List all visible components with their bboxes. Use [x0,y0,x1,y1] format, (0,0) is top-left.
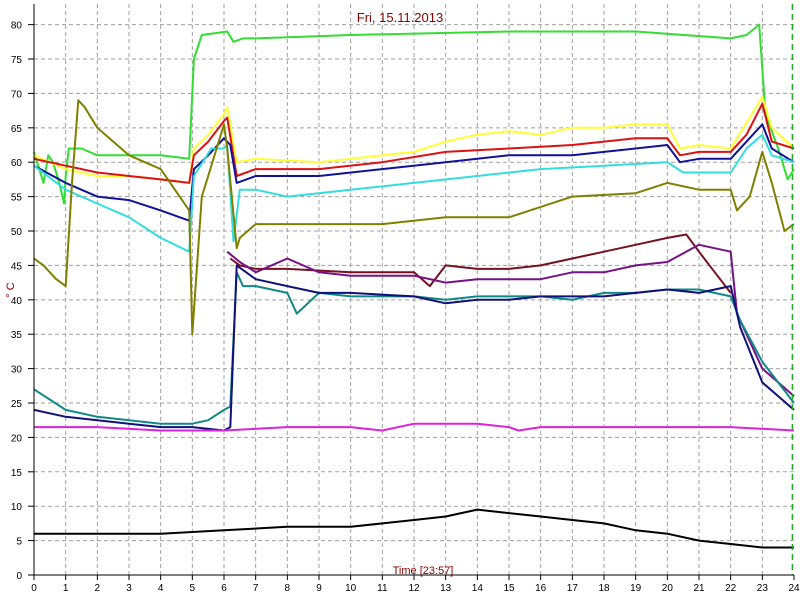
x-tick-label: 11 [377,583,388,594]
series-line-8 [226,243,795,397]
series-line-6 [33,99,795,336]
series-line-7 [229,233,732,294]
x-tick-label: 18 [598,583,610,594]
x-tick-label: 21 [693,583,705,594]
series-lines [33,23,795,549]
axes [28,4,795,580]
y-tick-label: 60 [11,158,23,169]
x-tick-label: 16 [535,583,547,594]
y-tick-label: 65 [11,124,23,135]
x-tick-label: 6 [221,583,227,594]
y-tick-label: 40 [11,296,23,307]
x-tick-label: 8 [285,583,291,594]
y-tick-label: 20 [11,433,23,444]
grid-lines [34,4,794,575]
y-tick-label: 10 [11,502,23,513]
y-tick-labels: 0 5 10 15 20 25 30 35 40 45 50 55 60 65 70 75 80 [11,21,23,582]
x-tick-label: 23 [757,583,769,594]
y-tick-label: 15 [11,468,23,479]
series-line-3 [33,102,795,184]
series-line-10 [33,264,795,432]
y-tick-label: 0 [16,571,22,582]
x-tick-label: 3 [126,583,132,594]
y-tick-label: 80 [11,21,23,32]
x-tick-label: 10 [345,583,357,594]
y-tick-label: 75 [11,55,23,66]
y-tick-label: 35 [11,330,23,341]
x-tick-label: 9 [316,583,322,594]
series-line-12 [34,508,794,549]
x-tick-label: 13 [440,583,452,594]
y-tick-label: 55 [11,193,23,204]
x-tick-label: 22 [725,583,737,594]
x-tick-label: 1 [63,583,69,594]
x-tick-label: 14 [472,583,484,594]
y-tick-label: 45 [11,261,23,272]
y-axis-title: ° C [5,282,17,297]
y-tick-label: 30 [11,365,23,376]
y-tick-label: 5 [16,537,22,548]
series-line-4 [33,123,795,222]
x-tick-label: 17 [567,583,579,594]
x-tick-label: 19 [630,583,642,594]
x-tick-label: 5 [190,583,196,594]
series-line-11 [34,422,795,432]
x-tick-labels: 0 1 2 3 4 5 6 7 8 9 10 11 12 13 14 15 16 17 18 19 20 21 22 23 24 [31,583,800,594]
y-tick-label: 70 [11,89,23,100]
x-tick-label: 7 [253,583,259,594]
x-tick-label: 2 [95,583,101,594]
x-tick-label: 0 [31,583,37,594]
x-axis-title: Time [23:57] [393,565,454,577]
x-tick-label: 15 [503,583,515,594]
series-line-1 [33,23,795,205]
y-tick-label: 25 [11,399,23,410]
y-tick-label: 50 [11,227,23,238]
series-line-5 [33,133,795,253]
x-tick-label: 12 [408,583,420,594]
x-tick-label: 24 [788,583,800,594]
x-tick-label: 4 [158,583,164,594]
x-tick-label: 20 [662,583,674,594]
chart-title: Fri, 15.11.2013 [357,10,443,25]
